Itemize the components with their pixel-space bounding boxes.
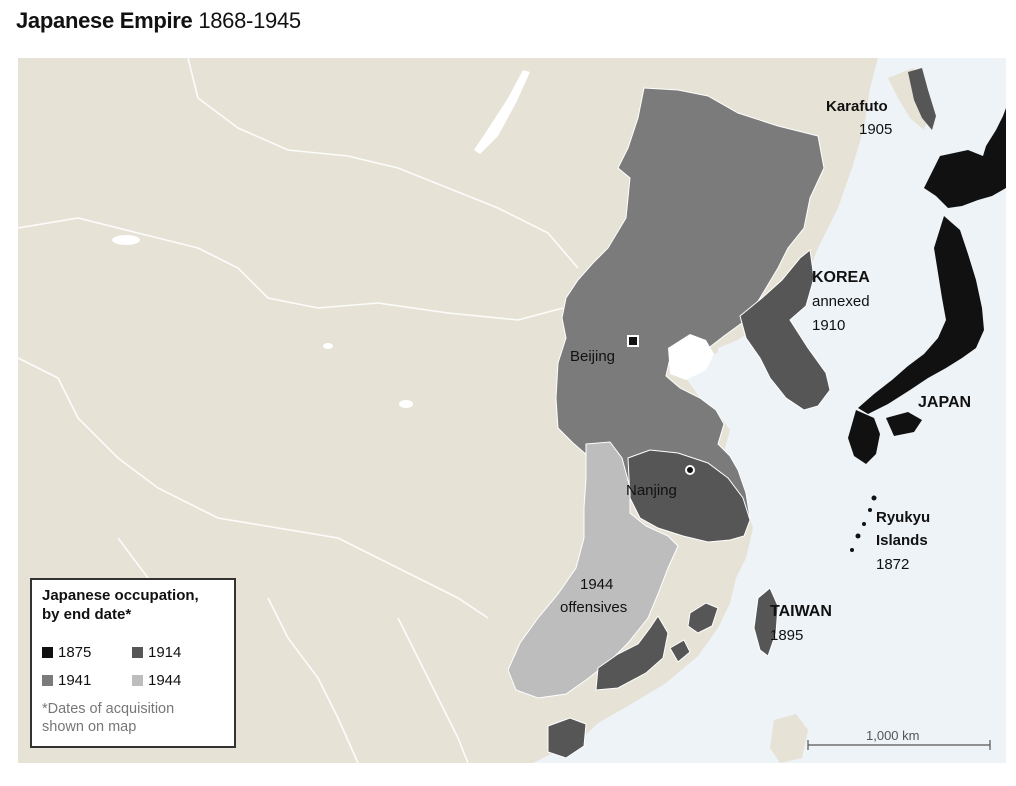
label-offensives-year: 1944: [580, 576, 614, 593]
region-1944: [507, 441, 679, 699]
honshu: [858, 216, 984, 414]
hokkaido: [924, 108, 1006, 208]
label-ryukyu-1: Ryukyu: [876, 509, 931, 526]
label-karafuto-year: 1905: [859, 121, 893, 138]
label-taiwan: TAIWAN: [770, 603, 832, 620]
bohai-sea: [668, 334, 714, 380]
map-title: Japanese Empire 1868-1945: [16, 8, 301, 34]
legend-item-1944: 1944: [132, 672, 181, 689]
taiwan: [753, 587, 779, 657]
scale-bar: [807, 740, 991, 750]
kyushu: [848, 410, 880, 464]
legend-item-1875: 1875: [42, 644, 91, 661]
beijing-marker: [627, 335, 639, 347]
legend-label-1875: 1875: [58, 644, 92, 661]
ryukyu-islands: [850, 495, 877, 552]
legend: Japanese occupation, by end date* 1875 1…: [30, 578, 236, 748]
title-years: 1868-1945: [198, 8, 301, 33]
legend-swatch-1944: [132, 675, 143, 686]
label-korea-annexed: annexed: [812, 293, 870, 310]
hainan-land: [770, 714, 808, 763]
title-bold: Japanese Empire: [16, 8, 193, 33]
legend-note-2: shown on map: [42, 719, 137, 735]
lake-qinghai: [399, 400, 413, 408]
label-beijing: Beijing: [570, 348, 616, 365]
label-ryukyu-2: Islands: [876, 532, 928, 549]
legend-item-1941: 1941: [42, 672, 91, 689]
label-karafuto: Karafuto: [826, 98, 888, 115]
region-1914-east: [627, 449, 751, 543]
legend-title-1: Japanese occupation,: [42, 587, 199, 604]
sakhalin: [908, 68, 936, 130]
label-ryukyu-year: 1872: [876, 556, 910, 573]
legend-title-2: by end date*: [42, 606, 132, 623]
legend-note: *Dates of acquisition shown on map: [42, 700, 174, 736]
region-1914-fujian2: [669, 639, 691, 663]
legend-label-1944: 1944: [148, 672, 182, 689]
lake-balkhash: [112, 235, 140, 245]
shikoku: [886, 412, 922, 436]
region-1941: [555, 87, 825, 541]
lake-baikal: [474, 70, 530, 154]
legend-swatch-1941: [42, 675, 53, 686]
label-nanjing: Nanjing: [626, 482, 677, 499]
hainan: [547, 717, 587, 759]
legend-label-1914: 1914: [148, 644, 182, 661]
legend-label-1941: 1941: [58, 672, 92, 689]
label-korea-year: 1910: [812, 317, 846, 334]
scale-label: 1,000 km: [866, 728, 920, 743]
legend-swatch-1875: [42, 647, 53, 658]
legend-swatch-1914: [132, 647, 143, 658]
label-korea: KOREA: [812, 269, 870, 286]
label-taiwan-year: 1895: [770, 627, 804, 644]
label-offensives: offensives: [560, 599, 628, 616]
region-1914-fujian: [687, 602, 719, 634]
region-1914-south: [595, 615, 669, 691]
lake-tibet: [323, 343, 333, 349]
korea: [739, 249, 831, 411]
legend-item-1914: 1914: [132, 644, 181, 661]
label-japan: JAPAN: [918, 394, 972, 411]
nanjing-marker: [685, 465, 695, 475]
country-borders: [18, 58, 579, 763]
legend-note-1: *Dates of acquisition: [42, 701, 175, 717]
